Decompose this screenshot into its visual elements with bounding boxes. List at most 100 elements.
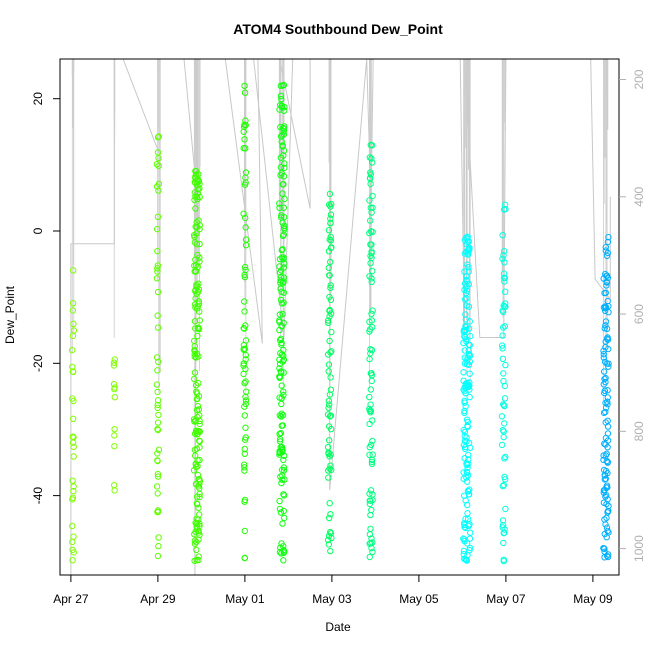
data-point-6-66 — [327, 511, 334, 518]
data-point-3-60 — [196, 456, 203, 464]
x-tick-label-6: May 09 — [573, 592, 613, 606]
y2-tick-label-3: 800 — [632, 421, 646, 441]
data-point-5-46 — [277, 350, 284, 357]
data-point-8-123 — [465, 361, 473, 369]
data-point-8-114 — [466, 521, 473, 528]
data-point-10-49 — [601, 471, 608, 479]
data-point-3-76 — [195, 553, 202, 560]
data-point-5-32 — [280, 391, 287, 399]
data-point-2-37 — [154, 265, 161, 272]
data-point-8-149 — [461, 236, 468, 244]
data-point-9-14 — [501, 382, 508, 390]
data-point-3-68 — [192, 205, 199, 212]
data-point-5-116 — [281, 160, 288, 167]
data-point-8-48 — [461, 455, 468, 462]
data-point-7-46 — [368, 458, 376, 466]
data-point-10-99 — [604, 249, 611, 257]
data-point-10-72 — [602, 344, 609, 351]
data-point-4-33 — [242, 365, 249, 373]
data-point-9-48 — [500, 401, 507, 408]
data-points — [69, 81, 612, 565]
data-point-10-66 — [605, 363, 612, 370]
data-point-7-33 — [368, 456, 376, 464]
data-point-7-78 — [369, 228, 376, 236]
y-tick-label-3: 20 — [31, 92, 45, 106]
data-point-6-29 — [327, 462, 334, 469]
pressure-trace-1 — [122, 58, 161, 373]
data-point-7-44 — [366, 273, 373, 280]
y-axis-label: Dew_Point — [3, 285, 17, 344]
data-point-8-96 — [460, 475, 467, 482]
data-point-3-154 — [192, 287, 199, 295]
data-point-5-61 — [276, 497, 283, 505]
data-point-10-64 — [601, 375, 608, 383]
data-point-6-17 — [325, 319, 332, 326]
data-point-5-147 — [277, 436, 284, 443]
data-point-9-45 — [499, 482, 507, 490]
data-point-10-75 — [604, 334, 611, 341]
data-point-10-43 — [601, 358, 609, 366]
data-point-5-89 — [280, 213, 288, 221]
data-point-5-121 — [276, 438, 284, 445]
data-point-10-41 — [604, 401, 611, 408]
data-point-10-109 — [604, 430, 612, 437]
data-point-3-96 — [196, 420, 203, 428]
data-point-9-40 — [499, 427, 506, 434]
data-point-10-74 — [604, 496, 611, 503]
data-point-0-0 — [70, 443, 77, 450]
data-point-4-16 — [241, 467, 248, 474]
data-point-3-82 — [196, 225, 203, 233]
data-point-4-48 — [240, 346, 248, 353]
x-tick-label-3: May 03 — [312, 592, 352, 606]
data-point-10-79 — [600, 409, 608, 417]
data-point-5-40 — [278, 479, 285, 487]
data-point-3-44 — [192, 382, 200, 389]
data-point-5-51 — [277, 92, 285, 100]
data-point-3-114 — [194, 413, 201, 421]
data-point-4-49 — [241, 136, 248, 143]
data-point-5-71 — [280, 255, 287, 263]
pressure-trace-2 — [183, 58, 198, 576]
data-point-10-21 — [602, 374, 609, 382]
data-point-7-79 — [366, 393, 373, 401]
data-point-3-144 — [196, 475, 203, 483]
data-point-3-117 — [194, 456, 201, 464]
data-point-7-23 — [368, 535, 375, 542]
data-point-4-58 — [241, 403, 248, 410]
data-point-5-35 — [281, 260, 288, 267]
data-point-6-54 — [327, 220, 334, 227]
data-point-4-42 — [240, 360, 248, 367]
data-point-8-69 — [463, 302, 470, 309]
data-point-8-138 — [462, 390, 469, 397]
data-point-5-76 — [276, 360, 284, 368]
data-point-9-32 — [501, 526, 508, 533]
data-point-5-137 — [277, 164, 285, 171]
data-point-8-140 — [461, 280, 469, 287]
data-point-2-29 — [155, 542, 162, 550]
data-point-8-111 — [462, 327, 469, 334]
data-point-6-52 — [325, 404, 332, 412]
data-point-2-33 — [154, 457, 161, 465]
data-point-9-46 — [500, 324, 507, 331]
data-point-7-39 — [367, 204, 374, 212]
data-point-0-20 — [70, 415, 77, 422]
data-point-7-56 — [369, 491, 376, 498]
data-point-7-50 — [366, 553, 373, 561]
data-point-3-158 — [195, 325, 203, 333]
data-point-7-20 — [366, 490, 373, 497]
data-point-9-26 — [499, 522, 507, 529]
x-tick-label-5: May 07 — [486, 592, 526, 606]
data-point-5-135 — [276, 374, 283, 381]
data-point-5-88 — [278, 254, 286, 261]
data-point-5-132 — [279, 422, 286, 429]
data-point-7-26 — [367, 401, 374, 408]
data-point-5-128 — [277, 509, 285, 516]
data-point-4-55 — [241, 82, 248, 90]
data-point-8-146 — [464, 472, 472, 479]
data-point-3-143 — [195, 286, 203, 293]
data-point-6-46 — [324, 411, 332, 418]
data-point-2-42 — [154, 134, 162, 141]
data-point-2-21 — [154, 367, 161, 374]
data-point-10-76 — [601, 530, 608, 538]
data-point-7-75 — [368, 370, 375, 377]
